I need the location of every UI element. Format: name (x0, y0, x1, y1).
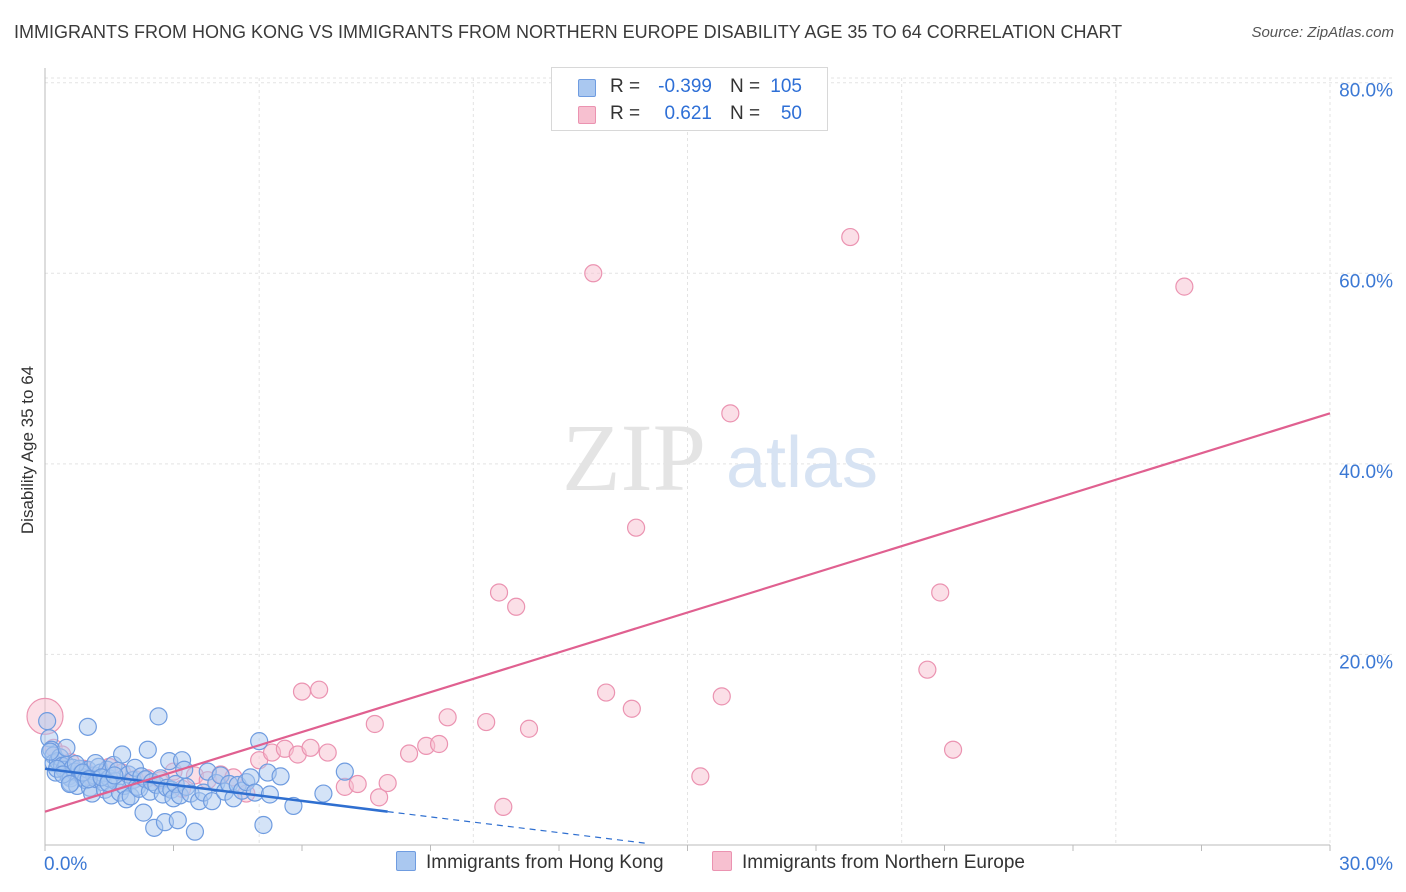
hong-kong-point (245, 783, 264, 802)
hong-kong-point (250, 732, 269, 751)
northern-europe-point (489, 583, 509, 602)
hong-kong-point (138, 740, 157, 759)
northern-europe-point (918, 660, 937, 679)
hong-kong-point (41, 742, 60, 761)
legend-n-value: 105 (770, 76, 802, 97)
x-tick-label: 0.0% (44, 854, 87, 875)
northern-europe-point (507, 597, 526, 616)
series-legend: Immigrants from Hong Kong Immigrants fro… (0, 851, 1406, 879)
hong-kong-point (105, 766, 124, 785)
legend-r-value: -0.399 (658, 76, 712, 97)
northern-europe-point (438, 708, 457, 727)
correlation-legend: R = -0.399 N = 105 R = 0.621 N = 50 (551, 67, 828, 131)
hong-kong-point (149, 707, 168, 726)
watermark-zip: ZIP (562, 404, 706, 511)
northern-europe-point (399, 744, 419, 763)
y-tick-label: 20.0% (1339, 652, 1393, 673)
hong-kong-trend-extension (387, 811, 645, 844)
northern-europe-point (622, 699, 641, 718)
legend-item-hong-kong: Immigrants from Hong Kong (396, 851, 664, 874)
northern-europe-point (1175, 277, 1194, 296)
chart-title: IMMIGRANTS FROM HONG KONG VS IMMIGRANTS … (14, 22, 1123, 42)
hong-kong-point (112, 745, 132, 764)
northern-europe-point (519, 719, 539, 738)
hong-kong-point (335, 762, 354, 781)
legend-swatch-northern-europe (578, 106, 596, 124)
series-northern-europe-points (26, 227, 1194, 816)
northern-europe-point (477, 712, 496, 732)
northern-europe-point (301, 738, 320, 757)
northern-europe-point (310, 680, 329, 699)
hong-kong-point (260, 785, 279, 804)
y-axis-label-wrap: Disability Age 35 to 64 (14, 300, 42, 600)
northern-europe-point (626, 518, 646, 537)
gridlines (45, 77, 1392, 845)
northern-europe-point (318, 743, 337, 762)
legend-n-label: N = (730, 76, 761, 97)
hong-kong-point (254, 815, 273, 835)
legend-label-hong-kong: Immigrants from Hong Kong (426, 852, 664, 873)
hong-kong-point (134, 803, 153, 822)
hong-kong-point (78, 717, 97, 736)
northern-europe-point (348, 774, 367, 794)
northern-europe-point (841, 227, 860, 247)
x-tick-label: 30.0% (1339, 854, 1393, 875)
y-tick-label: 40.0% (1339, 462, 1393, 483)
northern-europe-point (494, 797, 513, 816)
trend-lines (44, 412, 1331, 844)
northern-europe-point (292, 682, 312, 701)
hong-kong-point (202, 792, 222, 811)
northern-europe-point (597, 683, 616, 702)
legend-r-label: R = (610, 103, 641, 124)
northern-europe-point (712, 687, 731, 706)
series-hong-kong-points (38, 707, 354, 841)
legend-label-northern-europe: Immigrants from Northern Europe (742, 852, 1025, 873)
northern-europe-point (943, 740, 963, 759)
hong-kong-point (57, 738, 76, 757)
hong-kong-point (271, 767, 290, 786)
tick-labels: 20.0% 40.0% 60.0% 80.0% 0.0% 30.0% (44, 81, 1393, 875)
legend-swatch-northern-europe (712, 851, 732, 871)
northern-europe-trend-line (44, 412, 1331, 813)
northern-europe-point (584, 264, 603, 283)
hong-kong-trend-line (44, 767, 388, 813)
hong-kong-point (60, 774, 79, 794)
northern-europe-point (370, 788, 389, 807)
watermark-atlas: atlas (726, 423, 878, 503)
legend-swatch-hong-kong (396, 851, 416, 871)
hong-kong-point (185, 822, 205, 841)
y-axis-label: Disability Age 35 to 64 (18, 365, 37, 535)
legend-r-label: R = (610, 76, 641, 97)
northern-europe-point (429, 734, 449, 754)
legend-n-value: 50 (780, 103, 802, 124)
hong-kong-point (241, 768, 260, 787)
hong-kong-point (38, 712, 57, 731)
northern-europe-point (931, 583, 950, 602)
northern-europe-point (365, 714, 384, 734)
northern-europe-point (378, 773, 397, 793)
y-tick-label: 60.0% (1339, 271, 1393, 292)
legend-r-value: 0.621 (664, 103, 712, 124)
northern-europe-point (691, 767, 710, 786)
northern-europe-point (721, 404, 740, 423)
legend-swatch-hong-kong (578, 79, 596, 97)
legend-item-northern-europe: Immigrants from Northern Europe (712, 851, 1025, 874)
source-credit: Source: ZipAtlas.com (1251, 24, 1394, 41)
hong-kong-point (284, 796, 303, 816)
legend-row-northern-europe: R = 0.621 N = 50 (552, 100, 827, 128)
watermark: ZIP atlas (562, 404, 878, 511)
hong-kong-point (168, 811, 187, 830)
hong-kong-point (314, 784, 333, 803)
legend-row-hong-kong: R = -0.399 N = 105 (552, 73, 827, 101)
legend-n-label: N = (730, 103, 761, 124)
y-tick-label: 80.0% (1339, 81, 1393, 102)
